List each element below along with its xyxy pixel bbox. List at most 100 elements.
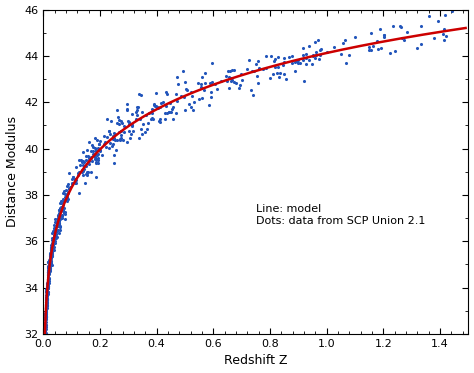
Point <box>41 347 48 353</box>
Point <box>230 79 237 85</box>
Point <box>49 244 56 250</box>
Point <box>54 221 61 227</box>
Point <box>41 331 49 337</box>
Point <box>43 296 50 302</box>
Point <box>42 307 49 313</box>
Point <box>48 242 55 248</box>
Point <box>201 70 209 76</box>
Point <box>52 233 59 239</box>
Point <box>398 35 406 41</box>
Point <box>46 266 53 272</box>
Point <box>314 37 322 43</box>
Point <box>96 138 104 144</box>
Point <box>381 34 388 40</box>
Point <box>237 71 245 77</box>
Point <box>45 270 52 276</box>
Point <box>49 244 56 250</box>
Point <box>55 211 63 217</box>
Point <box>41 320 49 326</box>
Point <box>136 135 143 141</box>
Point <box>227 78 234 84</box>
Point <box>217 78 225 84</box>
Point <box>42 321 49 327</box>
Point <box>47 254 55 260</box>
Point <box>51 234 58 240</box>
Point <box>45 269 52 275</box>
Point <box>42 301 50 307</box>
Point <box>42 303 50 309</box>
Point <box>367 30 374 36</box>
Point <box>45 270 53 276</box>
Point <box>138 109 146 115</box>
Point <box>43 285 51 291</box>
Point <box>79 172 87 178</box>
Point <box>41 330 48 336</box>
Point <box>50 238 58 244</box>
Point <box>45 264 53 270</box>
Point <box>40 357 48 363</box>
Point <box>177 93 184 99</box>
Point <box>44 289 51 295</box>
Point <box>53 219 61 225</box>
Point <box>46 252 54 258</box>
Point <box>83 169 91 175</box>
Point <box>45 280 52 286</box>
Point <box>79 162 86 168</box>
Point <box>44 301 51 307</box>
Point <box>40 363 48 369</box>
Point <box>88 155 95 161</box>
Point <box>55 207 63 213</box>
Point <box>46 257 54 263</box>
Point <box>154 104 161 110</box>
Point <box>43 299 51 305</box>
Point <box>42 300 50 305</box>
Point <box>209 79 216 85</box>
Point <box>60 209 67 214</box>
Point <box>91 145 99 151</box>
Point <box>292 59 299 65</box>
Point <box>114 120 121 126</box>
Point <box>44 289 52 295</box>
Point <box>46 264 53 270</box>
Point <box>71 177 79 183</box>
Point <box>51 227 59 233</box>
Point <box>51 232 58 238</box>
Point <box>41 344 48 350</box>
Point <box>106 131 114 137</box>
Point <box>45 262 53 268</box>
Point <box>46 261 54 267</box>
Point <box>51 236 58 242</box>
Point <box>63 196 70 202</box>
Point <box>145 120 152 126</box>
Point <box>50 238 58 244</box>
Point <box>208 60 216 66</box>
Point <box>48 243 55 249</box>
Point <box>58 212 66 218</box>
Point <box>40 353 48 359</box>
Point <box>271 56 279 62</box>
Point <box>46 265 53 271</box>
Point <box>116 117 123 123</box>
Point <box>44 288 51 294</box>
Point <box>45 261 53 267</box>
Point <box>72 177 80 183</box>
Point <box>63 192 71 198</box>
Point <box>181 79 189 85</box>
Point <box>187 104 194 110</box>
Point <box>68 176 76 182</box>
Point <box>168 106 175 112</box>
Point <box>189 107 196 113</box>
Point <box>49 247 57 253</box>
Point <box>41 340 49 346</box>
Point <box>95 141 103 147</box>
Point <box>75 169 83 175</box>
Point <box>42 310 49 316</box>
Point <box>252 61 260 67</box>
Point <box>342 60 350 66</box>
Point <box>299 45 307 51</box>
Point <box>43 293 51 299</box>
Point <box>42 322 49 328</box>
Point <box>150 116 157 122</box>
Point <box>56 216 64 222</box>
Point <box>42 305 50 311</box>
